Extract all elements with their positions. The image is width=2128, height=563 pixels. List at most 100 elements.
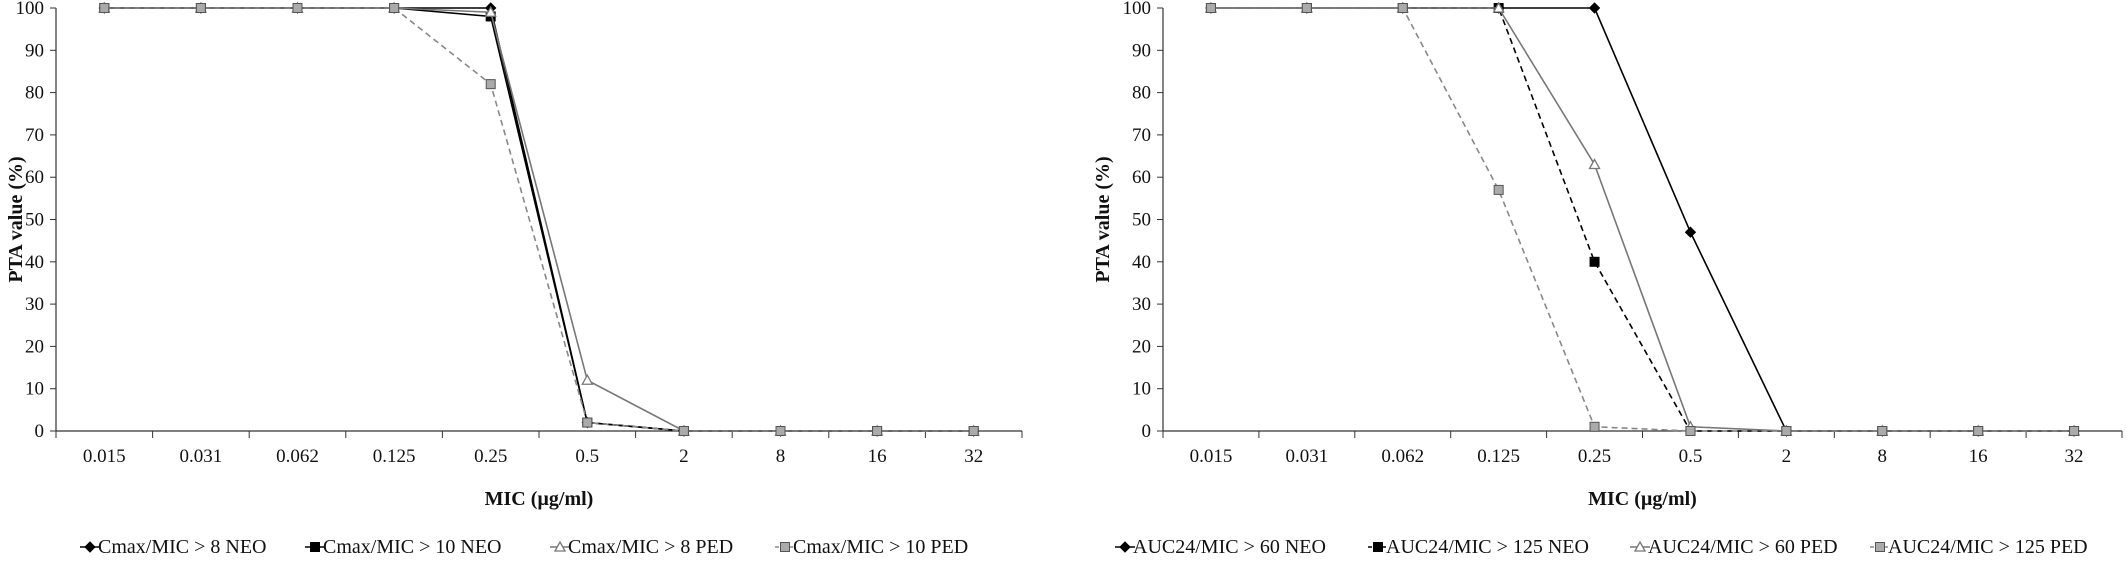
x-tick-label: 0.062 bbox=[276, 446, 319, 467]
data-point bbox=[1589, 256, 1600, 267]
y-tick-label: 70 bbox=[25, 125, 44, 146]
x-tick-label: 16 bbox=[1969, 446, 1988, 467]
y-tick-label: 60 bbox=[1132, 167, 1151, 188]
legend-item: Cmax/MIC > 10 NEO bbox=[305, 536, 502, 558]
x-tick-label: 16 bbox=[868, 446, 887, 467]
series-2 bbox=[99, 3, 979, 436]
data-point bbox=[1781, 426, 1792, 436]
x-tick-label: 32 bbox=[2065, 446, 2084, 467]
x-tick-label: 2 bbox=[1782, 446, 1792, 467]
legend-marker bbox=[84, 541, 96, 553]
x-tick-label: 0.5 bbox=[575, 446, 599, 467]
legend-marker bbox=[1633, 540, 1647, 552]
legend-marker bbox=[553, 540, 567, 552]
data-point bbox=[484, 5, 497, 17]
x-tick-label: 0.25 bbox=[1578, 446, 1611, 467]
data-point bbox=[1877, 426, 1888, 436]
x-tick-label: 2 bbox=[679, 446, 689, 467]
data-point bbox=[485, 79, 496, 90]
data-point bbox=[292, 3, 303, 13]
data-point bbox=[1205, 3, 1216, 13]
data-point bbox=[1493, 184, 1504, 195]
data-point bbox=[1397, 3, 1408, 13]
y-tick-label: 30 bbox=[25, 294, 44, 315]
x-tick-label: 8 bbox=[1878, 446, 1888, 467]
x-tick-label: 0.125 bbox=[1477, 446, 1520, 467]
series-4 bbox=[1205, 3, 2080, 436]
y-tick-label: 100 bbox=[16, 0, 45, 19]
data-point bbox=[968, 426, 979, 436]
legend-marker bbox=[1875, 542, 1885, 552]
y-tick-label: 20 bbox=[1132, 336, 1151, 357]
y-tick-label: 30 bbox=[1132, 294, 1151, 315]
x-axis-title: MIC (µg/ml) bbox=[1588, 488, 1697, 510]
x-tick-label: 0.015 bbox=[1190, 446, 1233, 467]
y-tick-label: 80 bbox=[1132, 83, 1151, 104]
data-point bbox=[99, 3, 110, 13]
x-tick-label: 0.031 bbox=[180, 446, 223, 467]
legend: Cmax/MIC > 8 NEO Cmax/MIC > 10 NEO Cmax/MI… bbox=[80, 536, 968, 558]
legend-item: AUC24/MIC > 60 NEO bbox=[1115, 536, 1326, 558]
series-line bbox=[1210, 7, 2075, 432]
legend-marker bbox=[1373, 542, 1383, 552]
legend-item: Cmax/MIC > 10 PED bbox=[775, 536, 968, 558]
data-point bbox=[1684, 226, 1697, 238]
legend-item: AUC24/MIC > 125 PED bbox=[1870, 536, 2088, 558]
data-point bbox=[1588, 158, 1601, 170]
data-point bbox=[2069, 426, 2080, 436]
y-tick-label: 70 bbox=[1132, 125, 1151, 146]
legend-marker bbox=[780, 542, 790, 552]
y-tick-label: 40 bbox=[25, 252, 44, 273]
y-tick-label: 20 bbox=[25, 336, 44, 357]
y-tick-label: 0 bbox=[1142, 421, 1152, 442]
x-tick-label: 0.5 bbox=[1679, 446, 1703, 467]
legend-item: AUC24/MIC > 60 PED bbox=[1630, 536, 1838, 558]
legend-label: Cmax/MIC > 10 PED bbox=[793, 536, 968, 558]
x-tick-label: 0.015 bbox=[83, 446, 126, 467]
series-line bbox=[104, 7, 974, 432]
data-point bbox=[1301, 3, 1312, 13]
legend-marker bbox=[310, 542, 320, 552]
legend-marker bbox=[1119, 541, 1131, 553]
x-tick-label: 0.062 bbox=[1381, 446, 1424, 467]
chart-panel-2: 0 10 20 30 40 50 60 70 80 90 100 0.015 0.031 0.062 0.1… bbox=[1092, 0, 2123, 558]
x-tick-label: 8 bbox=[776, 446, 786, 467]
legend-label: Cmax/MIC > 8 NEO bbox=[98, 536, 267, 558]
legend: AUC24/MIC > 60 NEO AUC24/MIC > 125 NEO AUC… bbox=[1115, 536, 2088, 558]
data-point bbox=[195, 3, 206, 13]
y-tick-label: 50 bbox=[1132, 210, 1151, 231]
series-line bbox=[104, 7, 974, 432]
y-tick-label: 10 bbox=[25, 379, 44, 400]
x-tick-label: 32 bbox=[964, 446, 983, 467]
series-2 bbox=[1205, 3, 2080, 436]
legend-label: AUC24/MIC > 60 NEO bbox=[1133, 536, 1326, 558]
y-tick-label: 90 bbox=[1132, 40, 1151, 61]
series-line bbox=[1210, 7, 2075, 432]
series-1 bbox=[1205, 2, 2080, 437]
y-tick-label: 0 bbox=[35, 421, 45, 442]
data-point bbox=[1685, 426, 1696, 436]
data-point bbox=[581, 373, 594, 385]
y-tick-label: 40 bbox=[1132, 252, 1151, 273]
series-line bbox=[1210, 7, 2075, 432]
x-tick-label: 0.031 bbox=[1285, 446, 1328, 467]
series-line bbox=[1210, 7, 2075, 432]
x-tick-label: 0.125 bbox=[373, 446, 416, 467]
series-4 bbox=[99, 3, 979, 436]
x-axis-title: MIC (µg/ml) bbox=[485, 488, 594, 510]
x-tick-label: 0.25 bbox=[474, 446, 507, 467]
y-axis-title: PTA value (%) bbox=[1092, 156, 1114, 282]
y-axis-title: PTA value (%) bbox=[5, 156, 27, 282]
legend-item: Cmax/MIC > 8 NEO bbox=[80, 536, 267, 558]
data-point bbox=[1589, 421, 1600, 432]
data-point bbox=[582, 417, 593, 428]
y-tick-label: 60 bbox=[25, 167, 44, 188]
legend-item: AUC24/MIC > 125 NEO bbox=[1368, 536, 1589, 558]
legend-label: Cmax/MIC > 10 NEO bbox=[323, 536, 502, 558]
y-tick-label: 10 bbox=[1132, 379, 1151, 400]
data-point bbox=[389, 3, 400, 13]
data-point bbox=[1588, 2, 1601, 14]
legend-label: Cmax/MIC > 8 PED bbox=[568, 536, 733, 558]
y-tick-label: 90 bbox=[25, 40, 44, 61]
